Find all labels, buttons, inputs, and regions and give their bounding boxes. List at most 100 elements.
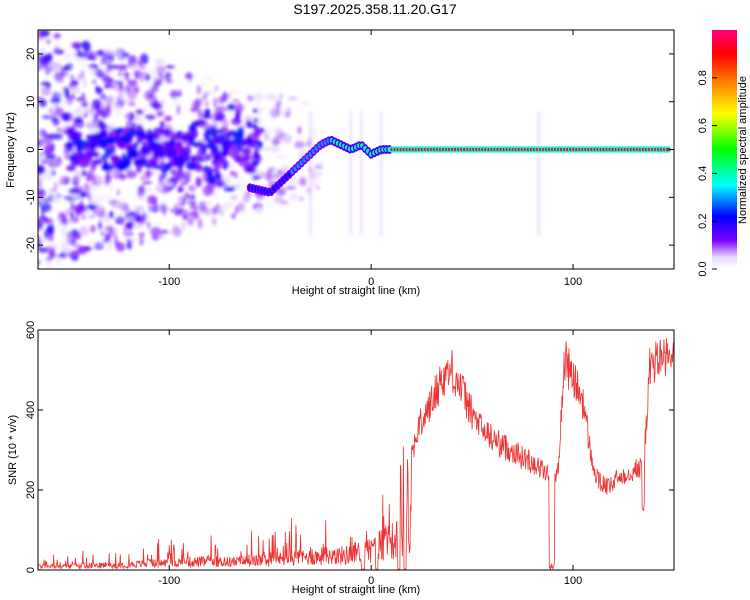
heatmap-cell [111,79,115,83]
heatmap-cell [104,173,113,183]
heatmap-cell [241,138,250,146]
heatmap-cell [41,30,51,37]
heatmap-cell [109,184,114,192]
heatmap-cell [214,112,226,122]
heatmap-cell [252,124,258,130]
heatmap-cell [76,144,82,153]
heatmap-cell [197,108,203,119]
heatmap-cell [81,191,86,198]
heatmap-cell [48,236,55,242]
heatmap-cell [159,120,165,129]
heatmap-cell [209,177,216,185]
heatmap-cell [111,155,120,166]
heatmap-cell [100,231,105,236]
heatmap-cell [117,64,128,71]
heatmap-cell [150,226,162,237]
heatmap-cell [52,192,62,204]
heatmap-cell [106,192,112,204]
heatmap-cell [203,165,209,174]
heatmap-cell [96,87,103,95]
heatmap-cell [205,76,214,80]
heatmap-xtick-label: 100 [564,276,582,288]
heatmap-cell [104,48,115,56]
heatmap-cell [177,195,183,205]
heatmap-cell [149,157,159,167]
heatmap-cell [93,204,97,216]
snr-frame [37,329,675,571]
heatmap-cell [247,95,255,102]
heatmap-cell [122,209,130,214]
heatmap-cell [98,219,102,230]
heatmap-cell [38,96,43,101]
heatmap-cell [125,83,135,93]
heatmap-cell [215,105,225,113]
heatmap-cell [54,46,60,55]
heatmap-cell [169,137,175,148]
heatmap-cell [187,200,197,206]
colorbar-label: Normalized spectral amplitude [737,76,749,224]
heatmap-cell [137,118,147,125]
heatmap-cell [72,257,79,261]
snr-ylabel: SNR (10 * v/v) [7,415,19,485]
heatmap-cell [174,161,180,166]
heatmap-cell [82,43,92,52]
heatmap-cell [41,206,45,217]
heatmap-cell [218,133,230,141]
heatmap-cell [96,211,106,219]
heatmap-cell [147,203,156,210]
heatmap-cell [233,154,245,163]
colorbar: 0.0 0.2 0.4 0.6 0.8 Normalized spectral ampl… [697,30,749,277]
heatmap-cell [265,200,273,207]
heatmap-cell [307,127,319,138]
heatmap-ytick-label: 20 [25,48,37,60]
heatmap-cell [176,131,181,137]
heatmap-cell [125,232,129,243]
heatmap-cell [115,127,123,135]
heatmap-cell [69,215,80,223]
heatmap-cell [81,169,87,177]
heatmap-cell [163,182,174,187]
heatmap-cell [294,141,305,149]
heatmap-cell [135,109,145,115]
heatmap-cell [222,121,227,128]
heatmap-cell [210,195,220,200]
heatmap-cell [123,99,134,103]
heatmap-cell [158,185,163,189]
heatmap-cell [272,126,283,133]
heatmap-cell [38,164,44,175]
heatmap-cell [42,197,51,203]
heatmap-cell [45,39,52,44]
heatmap-cell [172,224,179,231]
heatmap-cell [223,186,236,192]
heatmap-cell [50,97,62,104]
heatmap-cell [61,99,67,106]
heatmap-cell [113,65,119,69]
heatmap-cell [53,103,58,109]
heatmap-cell [135,130,146,136]
heatmap-cell [231,213,236,219]
heatmap-cell [116,50,123,58]
heatmap-cell [147,186,154,194]
snr-ytick-label: 600 [25,321,37,339]
colorbar-tick-label: 0.0 [697,261,709,276]
heatmap-cell [74,107,85,115]
heatmap-cell [222,106,230,111]
heatmap-cell [177,169,181,180]
colorbar-tick-label: 0.4 [697,166,709,181]
heatmap-cell [88,67,97,76]
heatmap-cell [164,71,172,81]
heatmap-cell [96,135,103,140]
heatmap-cell [165,147,177,158]
heatmap-cell [188,194,196,200]
heatmap-cell [215,129,224,134]
heatmap-cell [141,211,147,222]
heatmap-cell [85,207,90,218]
heatmap-cell [143,103,147,114]
heatmap-cell [158,205,168,213]
heatmap-cell [66,140,73,152]
heatmap-cell [146,211,151,221]
heatmap-cell [133,141,139,149]
heatmap-cell [288,96,298,100]
heatmap-cell [64,65,69,71]
